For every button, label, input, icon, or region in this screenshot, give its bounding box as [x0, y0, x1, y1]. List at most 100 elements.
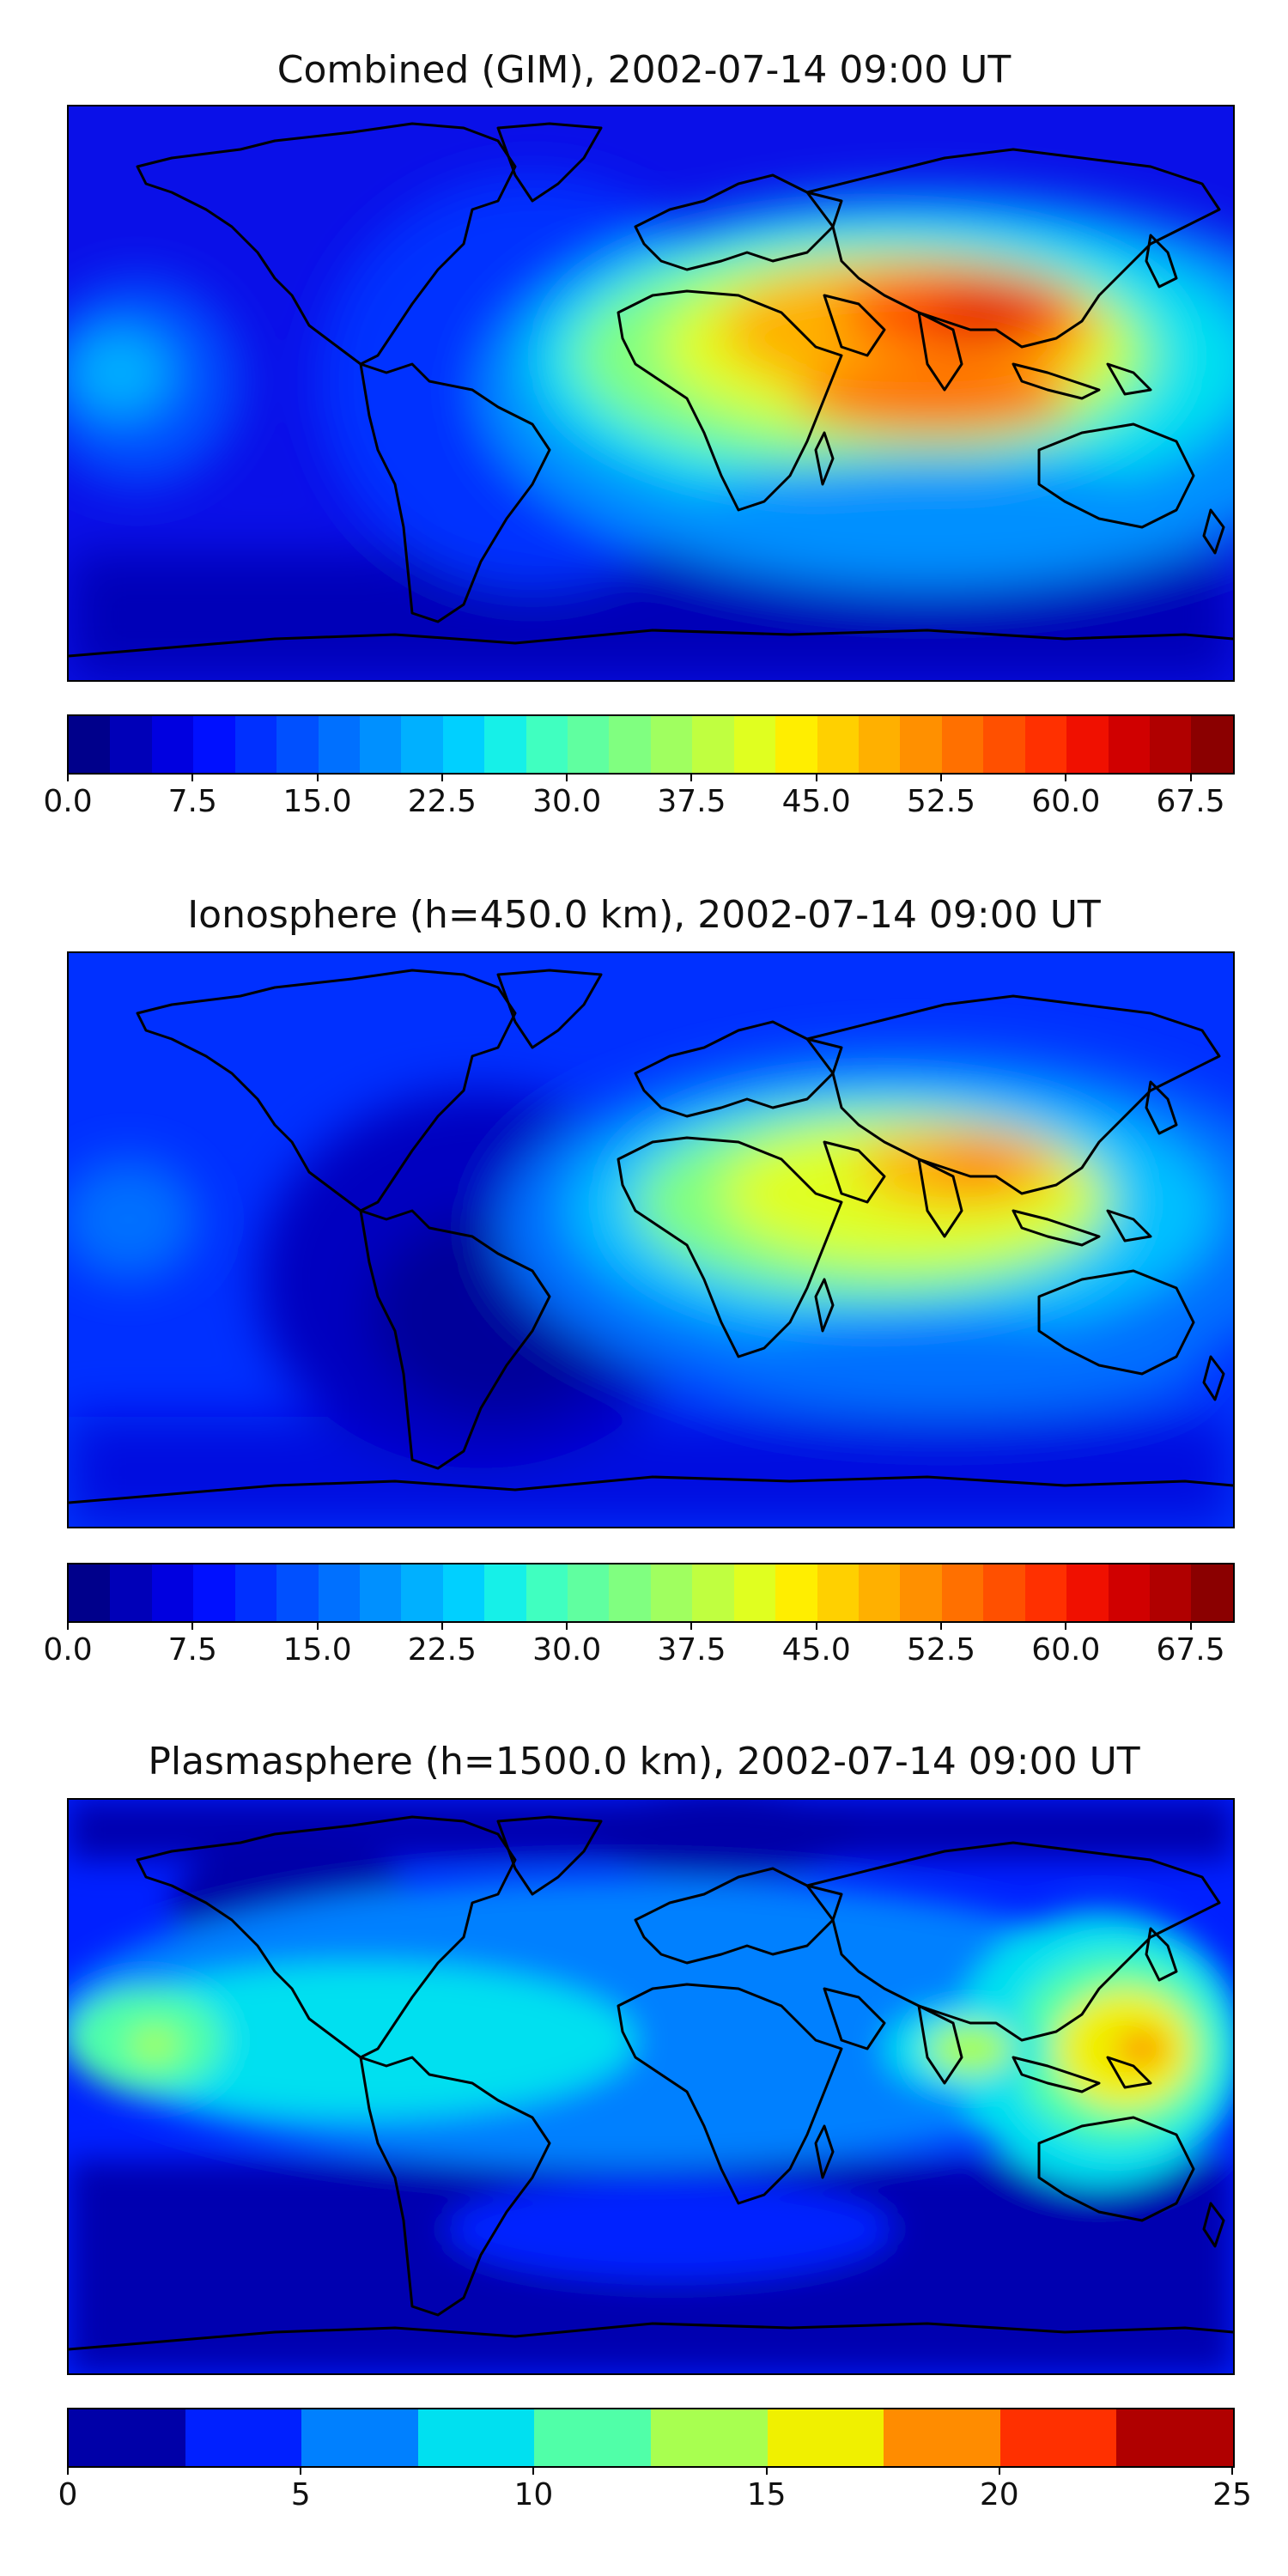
panel-title-combined: Combined (GIM), 2002-07-14 09:00 UT — [276, 48, 1012, 92]
colorbar-level — [884, 2409, 1000, 2466]
colorbar-tick — [532, 2466, 535, 2475]
colorbar-level — [983, 1564, 1025, 1621]
colorbar-tick-label: 0.0 — [43, 784, 93, 819]
colorbar-level — [609, 716, 651, 773]
colorbar-tick — [566, 1621, 568, 1630]
colorbar-level — [442, 716, 485, 773]
colorbar-tick-label: 22.5 — [407, 784, 477, 819]
colorbar-level — [568, 1564, 610, 1621]
colorbar-tick-label: 7.5 — [167, 1632, 217, 1668]
colorbar-ticks-ionosphere: 0.0 7.5 15.0 22.5 30.0 37.5 45.0 52.5 60.0 67.5 — [43, 1621, 1233, 1673]
colorbar-plasmasphere — [67, 2408, 1235, 2468]
colorbar-tick-label: 7.5 — [167, 784, 217, 819]
colorbar-tick — [1189, 773, 1192, 781]
colorbar-tick — [765, 2466, 768, 2475]
colorbar-level — [650, 2409, 768, 2466]
colorbar-level — [276, 716, 319, 773]
colorbar-level — [859, 716, 901, 773]
panel-title-plasmasphere: Plasmasphere (h=1500.0 km), 2002-07-14 0… — [148, 1740, 1140, 1783]
colorbar-level — [733, 1564, 776, 1621]
colorbar-tick-label: 20 — [979, 2477, 1019, 2512]
tec-field-plasmasphere — [69, 1800, 1233, 2373]
colorbar-level — [733, 716, 776, 773]
colorbar-tick-label: 22.5 — [407, 1632, 477, 1668]
colorbar-tick-label: 67.5 — [1156, 784, 1225, 819]
colorbar-tick — [191, 1621, 194, 1630]
colorbar-level — [775, 1564, 817, 1621]
colorbar-tick — [566, 773, 568, 781]
colorbar-level — [983, 716, 1025, 773]
colorbar-level — [69, 2409, 185, 2466]
colorbar-tick — [815, 1621, 817, 1630]
colorbar-level — [276, 1564, 319, 1621]
colorbar-level — [650, 716, 693, 773]
colorbar-tick-label: 0 — [58, 2477, 78, 2512]
colorbar-level — [1108, 716, 1150, 773]
colorbar-level — [301, 2409, 418, 2466]
map-ionosphere — [67, 951, 1235, 1528]
colorbar-level — [484, 716, 526, 773]
colorbar-level — [775, 716, 817, 773]
colorbar-tick-label: 37.5 — [657, 784, 726, 819]
colorbar-tick — [998, 2466, 1000, 2475]
colorbar-level — [941, 716, 984, 773]
colorbar-tick-label: 25 — [1212, 2477, 1252, 2512]
colorbar-tick — [1189, 1621, 1192, 1630]
colorbar-tick — [1065, 1621, 1067, 1630]
colorbar-level — [193, 1564, 235, 1621]
colorbar-level — [1149, 716, 1192, 773]
colorbar-level — [69, 716, 111, 773]
colorbar-level — [568, 716, 610, 773]
colorbar-level — [401, 1564, 443, 1621]
colorbar-tick-label: 30.0 — [532, 784, 602, 819]
colorbar-level — [1024, 1564, 1067, 1621]
colorbar-level — [1108, 1564, 1150, 1621]
map-plasmasphere — [67, 1798, 1235, 2375]
colorbar-level — [817, 716, 860, 773]
colorbar-tick — [67, 2466, 69, 2475]
colorbar-level — [859, 1564, 901, 1621]
colorbar-ionosphere — [67, 1563, 1235, 1623]
colorbar-level — [526, 716, 568, 773]
colorbar-tick — [1231, 2466, 1233, 2475]
colorbar-combined — [67, 714, 1235, 775]
colorbar-tick — [690, 1621, 693, 1630]
colorbar-level — [110, 716, 152, 773]
colorbar-level — [359, 716, 402, 773]
colorbar-level — [1191, 1564, 1233, 1621]
colorbar-level — [999, 2409, 1117, 2466]
colorbar-tick-label: 5 — [290, 2477, 311, 2512]
colorbar-tick — [1065, 773, 1067, 781]
colorbar-level — [401, 716, 443, 773]
colorbar-level — [193, 716, 235, 773]
colorbar-level — [941, 1564, 984, 1621]
colorbar-tick-label: 60.0 — [1031, 784, 1101, 819]
colorbar-tick — [316, 1621, 319, 1630]
colorbar-tick-label: 30.0 — [532, 1632, 602, 1668]
colorbar-level — [1191, 716, 1233, 773]
colorbar-tick-label: 37.5 — [657, 1632, 726, 1668]
colorbar-level — [318, 1564, 360, 1621]
colorbar-level — [151, 716, 194, 773]
colorbar-level — [234, 716, 277, 773]
colorbar-level — [442, 1564, 485, 1621]
colorbar-tick-label: 45.0 — [781, 1632, 851, 1668]
colorbar-tick-label: 10 — [513, 2477, 554, 2512]
colorbar-tick-label: 52.5 — [906, 1632, 976, 1668]
colorbar-level — [534, 2409, 651, 2466]
colorbar-level — [484, 1564, 526, 1621]
colorbar-tick-label: 60.0 — [1031, 1632, 1101, 1668]
colorbar-level — [69, 1564, 111, 1621]
colorbar-level — [318, 716, 360, 773]
colorbar-tick — [815, 773, 817, 781]
colorbar-ticks-combined: 0.0 7.5 15.0 22.5 30.0 37.5 45.0 52.5 60.0 67.5 — [43, 773, 1233, 824]
colorbar-ticks-plasmasphere: 0 5 10 15 20 25 — [58, 2466, 1252, 2518]
colorbar-tick-label: 45.0 — [781, 784, 851, 819]
colorbar-tick — [67, 1621, 69, 1630]
colorbar-tick — [67, 773, 69, 781]
colorbar-level — [417, 2409, 535, 2466]
colorbar-tick — [690, 773, 693, 781]
tec-field-combined — [69, 106, 1233, 680]
panel-title-ionosphere: Ionosphere (h=450.0 km), 2002-07-14 09:0… — [187, 893, 1101, 937]
colorbar-tick-label: 0.0 — [43, 1632, 93, 1668]
